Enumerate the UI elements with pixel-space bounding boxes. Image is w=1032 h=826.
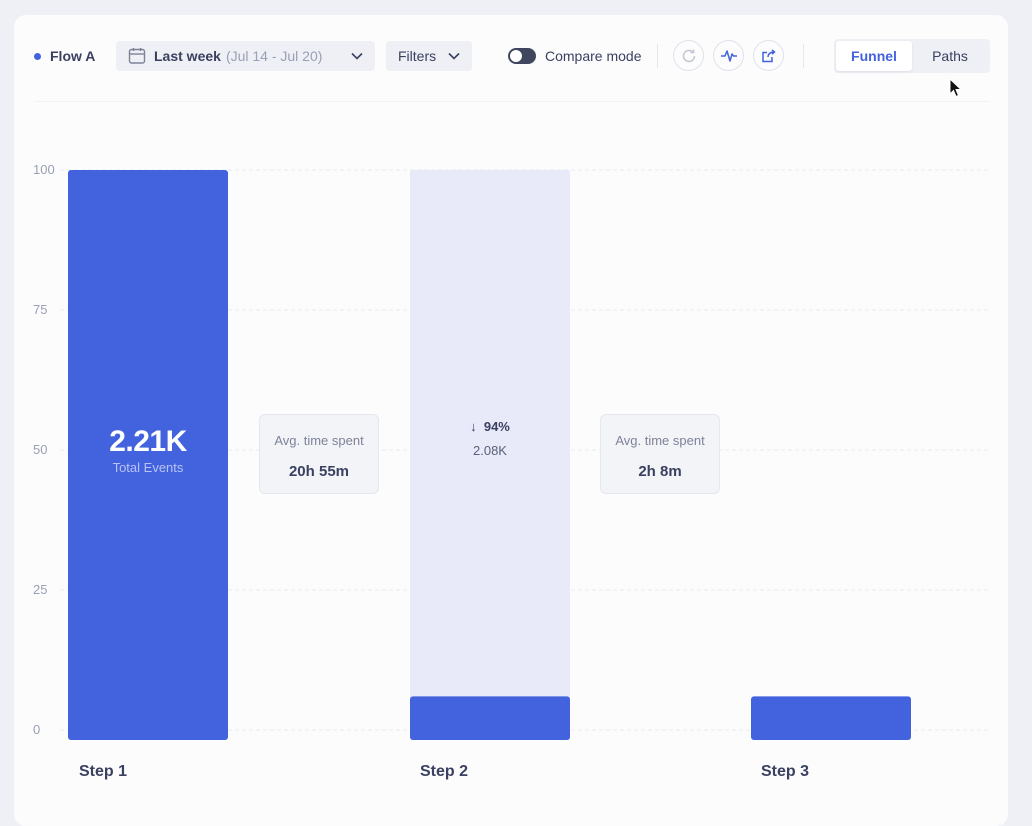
flow-name: Flow A: [50, 48, 96, 64]
view-switcher: Funnel Paths: [834, 39, 990, 73]
cursor-icon: [949, 78, 963, 98]
refresh-button[interactable]: [673, 40, 704, 71]
step2-dropoff-percent: ↓ 94%: [410, 419, 570, 434]
calendar-icon: [128, 48, 146, 64]
date-range-label: Last week: [154, 48, 221, 64]
avg-time-card: Avg. time spent 20h 55m: [259, 414, 379, 494]
date-range-picker[interactable]: Last week (Jul 14 - Jul 20): [116, 41, 375, 71]
toolbar-divider: [803, 44, 804, 68]
toggle-knob: [510, 50, 522, 62]
dropoff-bar: [410, 170, 570, 740]
pulse-icon: [720, 49, 737, 62]
refresh-icon: [682, 49, 695, 62]
avg-time-card: Avg. time spent 2h 8m: [600, 414, 720, 494]
compare-mode[interactable]: Compare mode: [508, 48, 642, 64]
tab-funnel[interactable]: Funnel: [836, 41, 912, 71]
date-range-value: (Jul 14 - Jul 20): [225, 48, 323, 64]
tab-paths[interactable]: Paths: [932, 48, 968, 64]
compare-mode-toggle[interactable]: [508, 48, 536, 64]
avg-time-label: Avg. time spent: [274, 433, 364, 448]
step-label: Step 3: [761, 763, 810, 780]
y-tick-label: 25: [33, 582, 48, 597]
chevron-down-icon: [448, 52, 460, 60]
funnel-bar[interactable]: [68, 170, 228, 740]
step-label: Step 1: [79, 763, 128, 780]
step2-dropoff-percent-value: 94%: [483, 419, 510, 434]
avg-time-value: 20h 55m: [288, 463, 350, 480]
y-tick-label: 100: [33, 162, 55, 177]
step1-total-label: Total Events: [112, 460, 184, 475]
funnel-bar[interactable]: [410, 696, 570, 740]
y-tick-label: 50: [33, 442, 48, 457]
flow-dot-icon: [34, 52, 41, 60]
export-icon: [761, 48, 776, 62]
toolbar-divider-line: [34, 101, 990, 102]
step1-total-value: 2.21K: [109, 425, 187, 458]
activity-button[interactable]: [713, 40, 744, 71]
step2-dropoff-value: 2.08K: [473, 443, 507, 458]
step-label: Step 2: [420, 763, 469, 780]
chevron-down-icon: [351, 52, 363, 60]
y-tick-label: 0: [33, 722, 41, 737]
export-button[interactable]: [753, 40, 784, 71]
toolbar-divider: [657, 44, 658, 68]
y-tick-label: 75: [33, 302, 48, 317]
compare-mode-label: Compare mode: [545, 48, 642, 64]
arrow-down-icon: ↓: [470, 419, 477, 434]
funnel-bar[interactable]: [751, 696, 911, 740]
avg-time-label: Avg. time spent: [615, 433, 705, 448]
filters-label: Filters: [398, 48, 437, 64]
avg-time-value: 2h 8m: [638, 463, 682, 480]
filters-button[interactable]: Filters: [386, 41, 472, 71]
flow-selector[interactable]: Flow A: [34, 48, 95, 64]
